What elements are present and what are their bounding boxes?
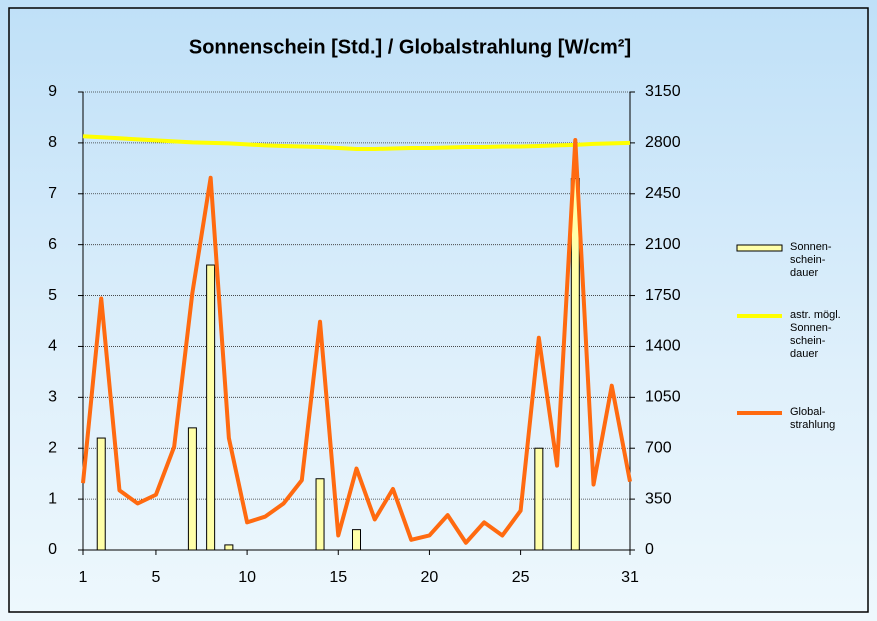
y-tick-label: 8 [48,134,57,151]
x-tick-label: 10 [238,569,256,586]
y2-tick-label: 700 [645,439,672,456]
y2-tick-label: 0 [645,541,654,558]
y-tick-label: 4 [48,338,57,355]
bar [224,544,234,551]
line [82,134,631,151]
x-tick-label: 15 [329,569,347,586]
y-tick-label: 9 [48,83,57,100]
y2-tick-label: 1050 [645,389,681,406]
x-tick-label: 5 [151,569,160,586]
bar [534,447,544,551]
y-tick-label: 1 [48,490,57,507]
y-tick-label: 6 [48,236,57,253]
y2-tick-label: 1400 [645,338,681,355]
bar [352,529,361,551]
bar [570,178,580,551]
x-tick-label: 1 [79,569,88,586]
x-tick-label: 31 [621,569,639,586]
legend-swatch [736,244,783,252]
y-tick-label: 3 [48,389,57,406]
bar [187,427,197,551]
y2-tick-label: 2800 [645,134,681,151]
bar [96,437,106,551]
line [81,137,632,545]
frame [8,7,869,613]
x-tick-label: 20 [421,569,439,586]
y2-tick-label: 2450 [645,185,681,202]
y-tick-label: 5 [48,287,57,304]
bar [206,264,216,551]
chart-title: Sonnenschein [Std.] / Globalstrahlung [W… [189,36,631,58]
legend-label: Global- strahlung [790,406,836,431]
legend-label: Sonnen- schein- dauer [790,241,832,279]
x-tick-label: 25 [512,569,530,586]
y-tick-label: 2 [48,439,57,456]
y-tick-label: 7 [48,185,57,202]
y2-tick-label: 1750 [645,287,681,304]
y2-tick-label: 350 [645,490,672,507]
bar [315,478,325,551]
y-tick-label: 0 [48,541,57,558]
legend-label: astr. mögl. Sonnen- schein- dauer [790,309,841,360]
y2-tick-label: 2100 [645,236,681,253]
y2-tick-label: 3150 [645,83,681,100]
